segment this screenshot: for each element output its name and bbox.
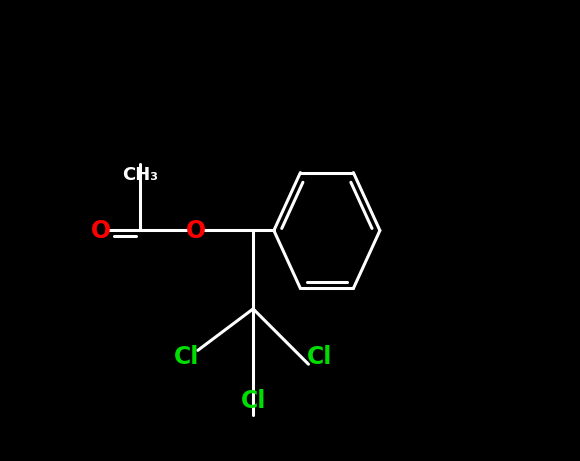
Text: O: O: [186, 219, 205, 242]
Text: O: O: [91, 219, 111, 242]
Text: Cl: Cl: [173, 345, 199, 369]
Text: Cl: Cl: [241, 389, 266, 413]
Text: CH₃: CH₃: [122, 166, 158, 184]
Text: Cl: Cl: [307, 345, 333, 369]
